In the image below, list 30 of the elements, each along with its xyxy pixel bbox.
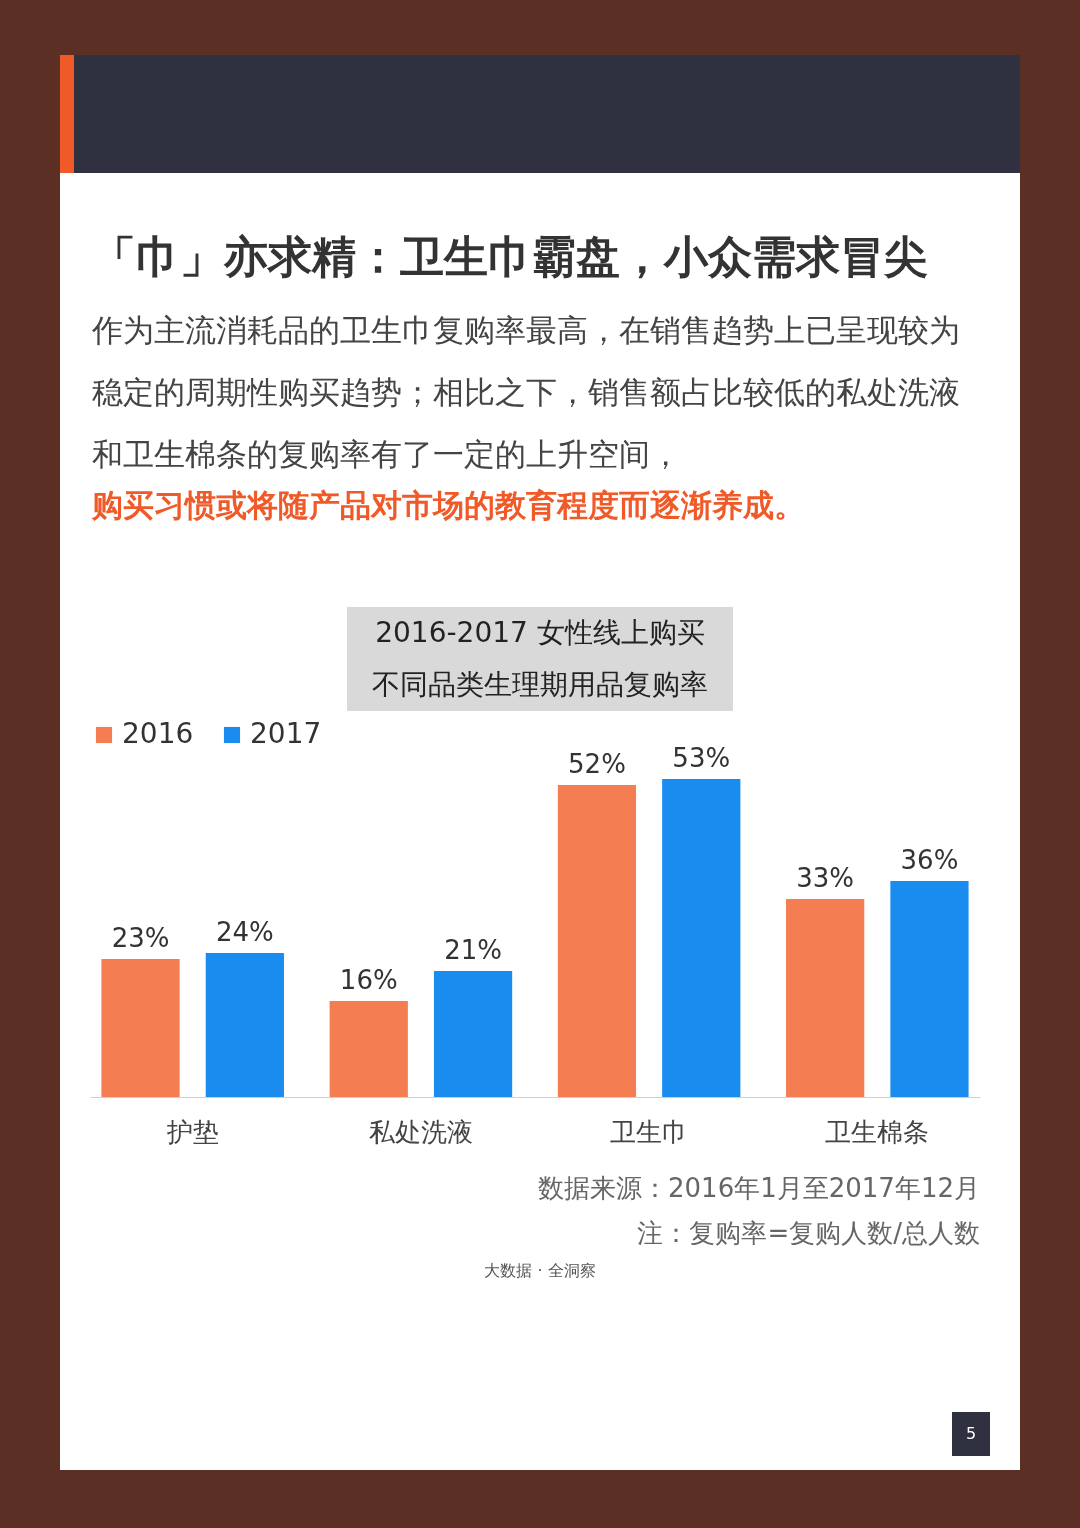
x-tick-label: 卫生棉条 [825,1116,930,1147]
data-label: 33% [796,862,855,893]
text: 购买习惯或将随产品对市场的教育程度而逐渐养成。 [92,486,806,526]
bar [662,778,741,1097]
bar [433,970,513,1097]
legend-label: 2017 [250,716,322,750]
text: 5 [952,1412,990,1456]
chart-subtitle: 作为主流消耗品的卫生巾复购率最高，在销售趋势上已呈现较为稳定的周期性购买趋势；相比之下，销售额占比较低的私处洗液和卫生棉条的复购率有了一定的上升空间， [92,311,961,475]
bar [329,1000,408,1097]
x-tick-label: 卫生巾 [610,1116,689,1147]
legend-label: 2016 [122,716,194,750]
data-label: 52% [568,748,626,779]
x-tick-label: 私处洗液 [368,1116,473,1147]
bar [890,880,969,1097]
data-label: 21% [444,934,502,965]
x-tick-label: 护垫 [165,1116,219,1147]
data-label: 53% [672,742,731,773]
data-label: 36% [900,844,959,875]
data-label: 24% [215,916,274,947]
source-note: 数据来源：2016年1月至2017年12月 [537,1171,980,1205]
chart-title: 「巾」亦求精：卫生巾霸盘，小众需求冒尖 [92,230,929,284]
text: 大数据 · 全洞察 [483,1260,597,1282]
text: 注：复购率=复购人数/总人数 [636,1217,980,1251]
bar [786,898,865,1097]
text: 2016-2017 女性线上购买不同品类生理期用品复购率 [347,607,733,711]
bar [205,952,284,1097]
data-label: 16% [339,964,398,995]
bar [557,784,637,1097]
bar [101,958,180,1097]
data-label: 23% [111,922,170,953]
